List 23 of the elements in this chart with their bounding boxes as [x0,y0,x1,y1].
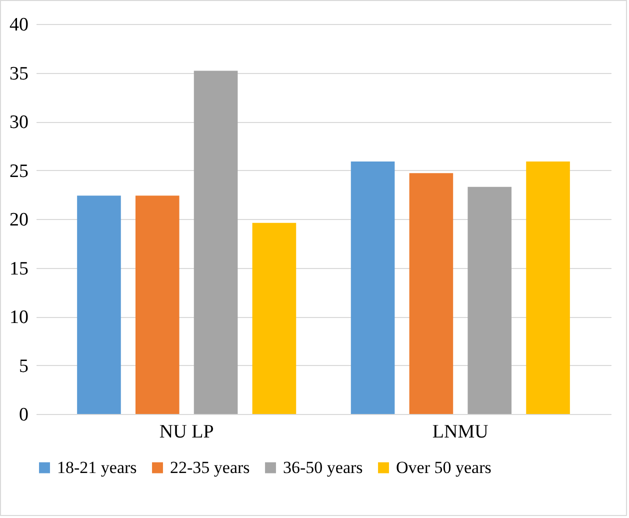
bar [252,222,296,414]
bar [468,186,512,414]
legend-label: 36-50 years [283,458,363,477]
y-tick-label: 0 [19,404,28,426]
y-tick-label: 20 [10,210,28,230]
y-tick-label: 40 [10,14,28,36]
bar [194,70,238,414]
bar [77,196,121,414]
y-tick-label: 30 [10,112,28,133]
legend-label: Over 50 years [396,458,492,477]
bar [409,173,454,414]
legend-label: 18-21 years [57,458,137,477]
y-tick-label: 15 [10,258,28,280]
bar [135,196,180,414]
bar [526,161,570,414]
y-tick-label: 35 [10,63,28,84]
legend-label: 22-35 years [170,458,250,477]
bar [350,161,395,414]
y-tick-label: 10 [10,307,28,328]
y-tick-label: 25 [10,160,28,182]
y-tick-label: 5 [19,356,28,377]
x-tick-label: LNMU [432,422,489,442]
x-tick-label: NU LP [159,422,214,442]
